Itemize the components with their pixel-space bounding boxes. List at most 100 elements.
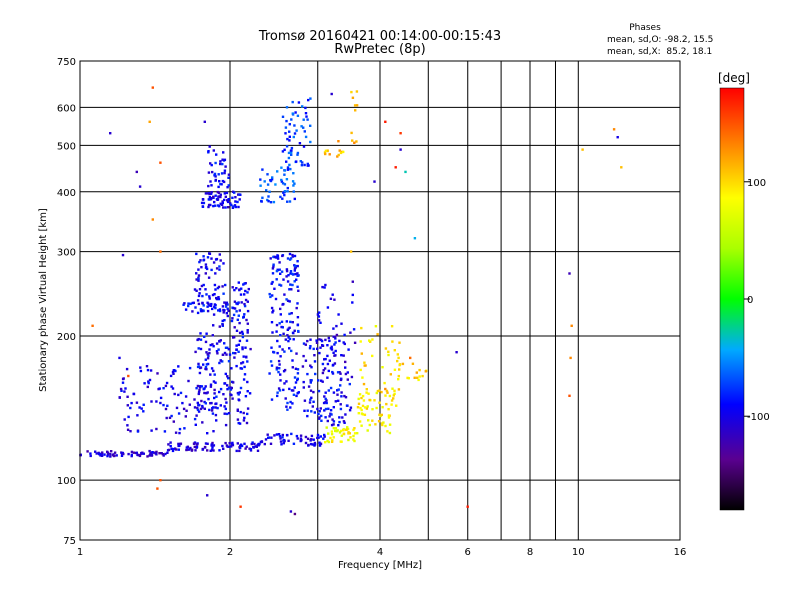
- data-point: [570, 324, 573, 327]
- data-point: [317, 412, 320, 416]
- data-point: [140, 451, 143, 455]
- data-point: [210, 409, 214, 412]
- data-point: [223, 301, 226, 304]
- data-point: [185, 448, 188, 452]
- data-point: [391, 387, 394, 390]
- data-point: [368, 339, 371, 342]
- data-point: [339, 378, 343, 382]
- data-point: [337, 313, 340, 316]
- data-point: [217, 297, 221, 301]
- data-point: [343, 421, 346, 424]
- data-point: [231, 441, 234, 445]
- data-point: [292, 393, 296, 396]
- data-point: [223, 171, 226, 175]
- data-point: [339, 407, 343, 411]
- data-point: [276, 170, 279, 173]
- data-point: [316, 347, 319, 350]
- data-point: [149, 369, 153, 372]
- data-point: [332, 335, 335, 338]
- data-point: [291, 359, 294, 362]
- data-point: [214, 413, 218, 417]
- data-point: [387, 353, 390, 357]
- data-point: [287, 339, 290, 343]
- data-point: [224, 165, 227, 168]
- data-point: [296, 264, 299, 268]
- data-point: [182, 303, 185, 306]
- data-point: [360, 424, 363, 427]
- data-point: [221, 360, 224, 363]
- data-point: [125, 367, 129, 371]
- data-point: [115, 454, 118, 457]
- data-point: [197, 302, 201, 306]
- data-point: [221, 323, 224, 326]
- data-point: [353, 427, 356, 430]
- data-point: [276, 391, 279, 394]
- x-tick-label: 10: [572, 547, 585, 558]
- data-point: [269, 179, 272, 182]
- data-point: [378, 401, 381, 404]
- data-point: [278, 345, 281, 348]
- data-point: [238, 309, 241, 312]
- data-point: [230, 367, 233, 370]
- data-point: [208, 297, 211, 300]
- data-point: [218, 253, 221, 256]
- data-point: [357, 412, 360, 415]
- data-point: [323, 395, 326, 398]
- data-point: [397, 388, 401, 391]
- data-point: [371, 408, 374, 411]
- data-point: [270, 398, 274, 401]
- data-point: [318, 351, 321, 355]
- data-point: [296, 151, 300, 155]
- data-point: [282, 302, 285, 306]
- data-point: [139, 366, 142, 369]
- data-point: [247, 287, 250, 291]
- data-point: [225, 401, 228, 404]
- data-point: [409, 356, 412, 360]
- data-point: [239, 386, 243, 390]
- data-point: [293, 182, 296, 185]
- data-point: [221, 319, 224, 323]
- data-point: [317, 379, 320, 382]
- data-point: [329, 436, 332, 440]
- data-point: [301, 365, 305, 368]
- data-point: [296, 323, 299, 327]
- data-point: [360, 352, 363, 355]
- data-point: [418, 368, 421, 372]
- data-point: [252, 446, 255, 449]
- data-point: [271, 311, 274, 314]
- data-point: [393, 389, 396, 392]
- data-point: [275, 269, 279, 273]
- data-point: [218, 308, 222, 311]
- colorbar-tick-label: 0: [747, 295, 753, 306]
- data-point: [289, 257, 293, 260]
- data-point: [199, 385, 202, 388]
- data-point: [204, 358, 207, 361]
- data-point: [318, 416, 321, 419]
- data-point: [324, 391, 327, 394]
- data-point: [169, 444, 172, 448]
- data-point: [334, 427, 338, 430]
- data-point: [326, 149, 329, 152]
- data-point: [226, 388, 229, 391]
- data-point: [207, 276, 211, 279]
- data-point: [298, 142, 302, 145]
- data-point: [320, 414, 323, 418]
- data-point: [344, 413, 347, 416]
- data-point: [239, 410, 242, 414]
- data-point: [245, 355, 248, 358]
- data-point: [103, 453, 106, 456]
- data-point: [339, 403, 342, 406]
- data-point: [284, 397, 287, 400]
- data-point: [209, 449, 212, 452]
- data-point: [237, 314, 240, 317]
- data-point: [363, 406, 367, 409]
- data-point: [233, 326, 236, 329]
- data-point: [348, 382, 351, 386]
- data-point: [396, 359, 399, 363]
- data-point: [206, 192, 209, 195]
- data-point: [305, 115, 308, 118]
- data-point: [219, 359, 222, 362]
- data-point: [271, 272, 275, 275]
- data-point: [388, 431, 392, 435]
- data-point: [216, 198, 219, 201]
